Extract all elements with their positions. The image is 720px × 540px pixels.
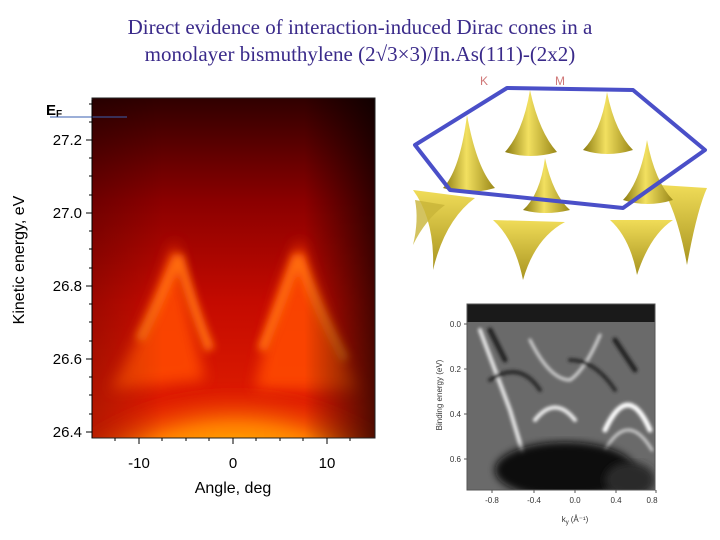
arpes-y-axis-label: Kinetic energy, eV <box>11 195 28 324</box>
m-point-label: M <box>555 74 565 88</box>
arpes-x-axis: -10 0 10 Angle, deg <box>114 438 351 497</box>
y-tick-label: 0.4 <box>450 410 462 419</box>
x-tick-label: 0.0 <box>569 496 581 505</box>
arpes-intensity-map: EF 27.2 27.0 26.8 26.6 26.4 Kinetic ener… <box>11 97 376 497</box>
y-tick-label: 0.2 <box>450 365 462 374</box>
slide-title: Direct evidence of interaction-induced D… <box>40 14 680 68</box>
curvature-plot: 0.0 0.2 0.4 0.6 Binding energy (eV) -0.8… <box>435 303 658 526</box>
lower-cones <box>413 185 707 280</box>
y-tick-label: 26.8 <box>53 278 82 295</box>
dirac-cones-3d: K M <box>413 74 707 280</box>
upper-cones <box>443 90 673 213</box>
x-tick-label: -0.8 <box>485 496 499 505</box>
arpes-x-axis-label: Angle, deg <box>195 480 272 497</box>
curvature-x-axis: -0.8 -0.4 0.0 0.4 0.8 ky (Å⁻¹) <box>485 490 658 526</box>
title-line-2: monolayer bismuthylene (2√3×3)/In.As(111… <box>144 42 576 66</box>
curvature-x-axis-label: ky (Å⁻¹) <box>562 515 589 526</box>
arpes-y-axis: 27.2 27.0 26.8 26.6 26.4 Kinetic energy,… <box>11 100 93 441</box>
k-point-label: K <box>480 74 488 88</box>
brillouin-zone-hexagon <box>413 86 707 210</box>
x-tick-label: 0 <box>229 455 237 472</box>
x-tick-label: -0.4 <box>527 496 541 505</box>
fermi-level-label: EF <box>46 102 62 120</box>
x-tick-label: -10 <box>128 455 150 472</box>
y-tick-label: 27.0 <box>53 205 82 222</box>
y-tick-label: 27.2 <box>53 132 82 149</box>
curvature-y-axis-label: Binding energy (eV) <box>435 359 444 430</box>
x-tick-label: 10 <box>319 455 336 472</box>
arpes-heatmap <box>92 98 375 438</box>
x-tick-label: 0.8 <box>646 496 658 505</box>
x-tick-label: 0.4 <box>610 496 622 505</box>
curvature-image <box>467 304 655 490</box>
curvature-y-axis: 0.0 0.2 0.4 0.6 Binding energy (eV) <box>435 320 467 464</box>
y-tick-label: 0.6 <box>450 455 462 464</box>
y-tick-label: 0.0 <box>450 320 462 329</box>
y-tick-label: 26.4 <box>53 424 82 441</box>
y-tick-label: 26.6 <box>53 351 82 368</box>
title-line-1: Direct evidence of interaction-induced D… <box>127 15 593 39</box>
